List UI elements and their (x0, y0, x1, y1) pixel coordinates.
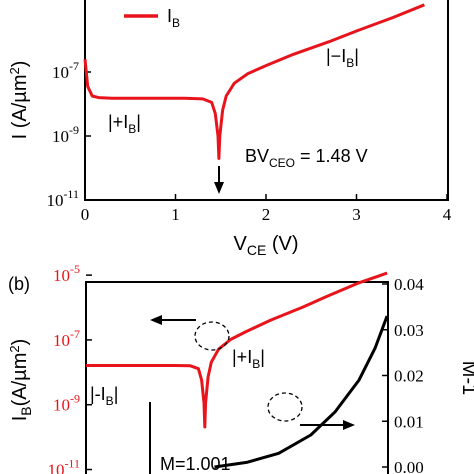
series-line-ib-b (86, 271, 388, 429)
panel-a-frame (84, 0, 449, 201)
panel-b-ytick-left-label: 10-7 (53, 327, 80, 350)
panel-b-ytick-right-label: 0.04 (394, 275, 424, 294)
panel-a-xtick-label: 0 (81, 205, 90, 224)
panel-b-ylabel-left: IB(A/µm2) (7, 339, 34, 422)
arrow-right-head (343, 420, 355, 430)
panel-b-ytick-left-label: 10-9 (53, 392, 80, 415)
annot-bvceo: BVCEO = 1.48 V (245, 146, 368, 170)
panel-a-ytick-label: 10-9 (52, 123, 79, 146)
arrow-left-head (150, 315, 162, 325)
annot-minus-ib-a: |−IB| (326, 46, 359, 70)
series-line-ib (83, 3, 425, 160)
panel-b-ytick-right-label: 0.03 (394, 321, 424, 340)
panel-a-ylabel: I (A/µm2) (7, 61, 31, 140)
panel-b-ytick-right-label: 0.00 (394, 458, 424, 474)
panel-b-ytick-left-label: 10-11 (47, 457, 80, 474)
panel-b-ytick-right-label: 0.02 (394, 367, 424, 386)
panel-b-frame (85, 281, 389, 474)
panel-a-xtick-label: 1 (171, 205, 180, 224)
ellipse-m (267, 392, 303, 422)
panel-b-label: (b) (8, 274, 30, 294)
panel-a-xlabel: VCE (V) (233, 233, 298, 258)
bv-arrow-head (214, 182, 224, 194)
annot-plus-ib-a: |+IB| (108, 112, 141, 136)
annot-plus-ib-b: |+IB| (232, 347, 265, 371)
panel-a-ytick-label: 10-7 (52, 59, 79, 82)
panel-a-xtick-label: 3 (352, 205, 361, 224)
annot-m-value: M=1.001 (160, 454, 231, 474)
annot-minus-ib-b: |-IB| (90, 384, 118, 408)
panel-b-ytick-left-label: 10-5 (53, 262, 80, 285)
ellipse-ib (194, 321, 230, 351)
panel-b: (b) 10-5 10-7 10-9 10-11 0.04 0.03 0.02 0.01 0.… (7, 262, 474, 474)
panel-a-xtick-label: 4 (443, 205, 452, 224)
panel-b-ylabel-right: M-1 (458, 361, 474, 395)
series-line-m-1 (214, 315, 389, 469)
panel-b-ytick-right-label: 0.01 (394, 412, 424, 431)
panel-a-ytick-label: 10-11 (46, 187, 79, 210)
panel-a: 0 1 2 3 4 10-7 10-9 10-11 IB I (A/µm2) VCE (V)… (7, 0, 452, 258)
legend-label: IB (167, 6, 180, 30)
panel-a-xtick-label: 2 (262, 205, 271, 224)
